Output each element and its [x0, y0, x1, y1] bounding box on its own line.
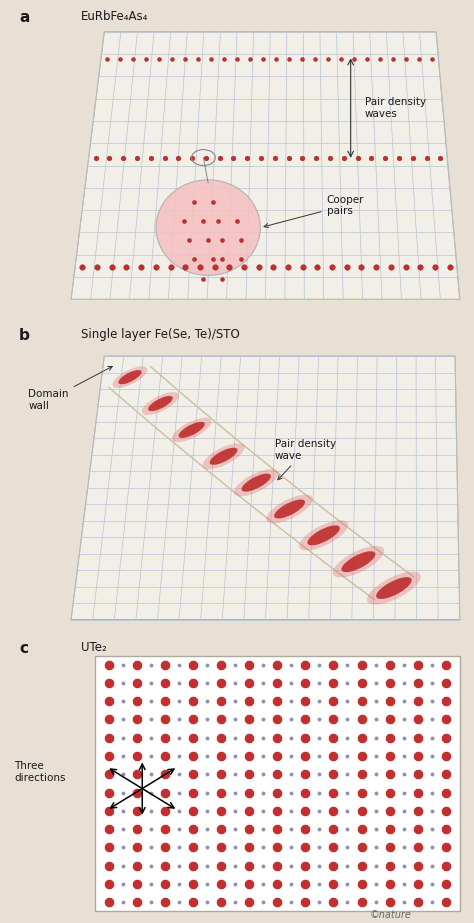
- Polygon shape: [71, 31, 460, 299]
- Text: Pair density
waves: Pair density waves: [365, 97, 426, 119]
- Text: b: b: [19, 328, 30, 342]
- Text: Domain
wall: Domain wall: [28, 366, 112, 411]
- Ellipse shape: [172, 418, 211, 442]
- Text: UTe₂: UTe₂: [81, 641, 106, 654]
- Text: Single layer Fe(Se, Te)/STO: Single layer Fe(Se, Te)/STO: [81, 328, 239, 341]
- Polygon shape: [71, 356, 460, 619]
- Ellipse shape: [367, 571, 421, 605]
- Text: a: a: [19, 9, 29, 25]
- Ellipse shape: [274, 499, 305, 519]
- Text: Three
directions: Three directions: [14, 761, 66, 783]
- Ellipse shape: [118, 370, 141, 384]
- Ellipse shape: [376, 577, 412, 599]
- Ellipse shape: [156, 180, 260, 275]
- Text: c: c: [19, 641, 28, 656]
- Ellipse shape: [112, 366, 147, 388]
- Ellipse shape: [210, 448, 237, 465]
- Ellipse shape: [202, 443, 245, 469]
- Text: ©nature: ©nature: [370, 910, 411, 920]
- Ellipse shape: [308, 525, 340, 545]
- Ellipse shape: [234, 469, 278, 497]
- Ellipse shape: [299, 521, 348, 550]
- Ellipse shape: [242, 473, 271, 492]
- Text: EuRbFe₄As₄: EuRbFe₄As₄: [81, 9, 148, 22]
- Ellipse shape: [179, 422, 205, 438]
- Ellipse shape: [142, 392, 179, 415]
- Text: Cooper
pairs: Cooper pairs: [264, 195, 364, 228]
- Ellipse shape: [333, 545, 384, 578]
- Ellipse shape: [266, 495, 313, 523]
- Ellipse shape: [341, 551, 375, 572]
- Text: Pair density
wave: Pair density wave: [275, 439, 336, 480]
- Bar: [95, 655, 460, 911]
- Ellipse shape: [148, 396, 173, 411]
